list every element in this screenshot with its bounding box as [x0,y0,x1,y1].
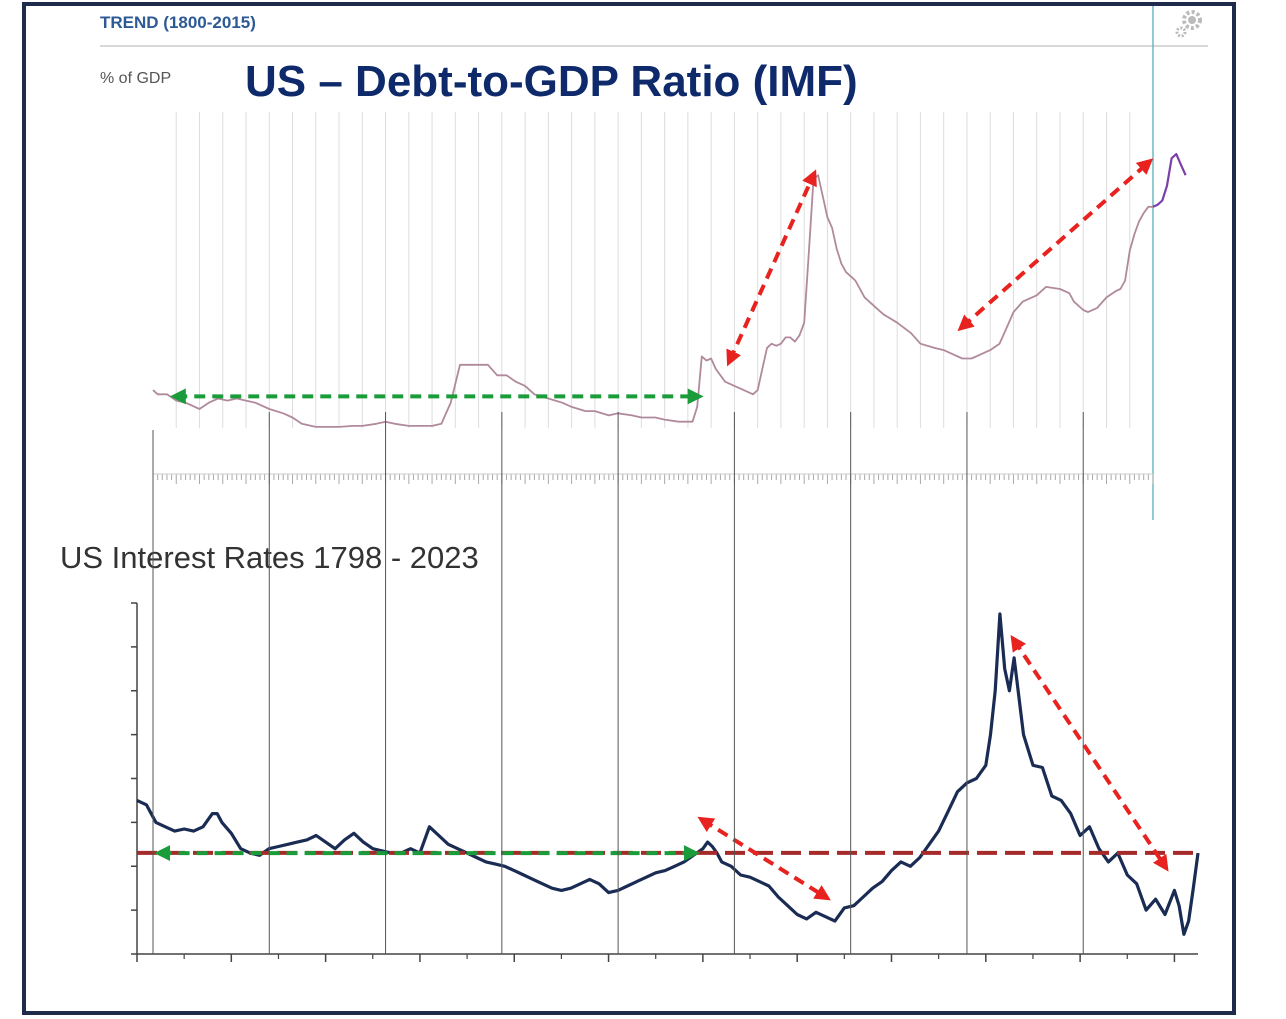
y-axis-label: % of GDP [100,70,171,87]
red-double-arrow [697,816,831,901]
interest-rate-line [136,612,1200,936]
bottom-series [136,612,1200,936]
red-double-arrow [957,158,1154,332]
bottom-annotations [154,634,1169,901]
debt-projection-line [1152,153,1187,208]
red-double-arrow [726,169,817,367]
top-axis [152,473,1154,484]
trend-label: TREND (1800-2015) [100,13,256,32]
red-double-arrow [1010,634,1169,872]
chart-title: US – Debt-to-GDP Ratio (IMF) [245,57,858,106]
top-annotations [169,158,1154,405]
bottom-axis [131,602,1198,962]
debt-series-line [152,174,1153,428]
gear-icon[interactable] [1175,10,1202,38]
period-connector-lines [152,412,1084,954]
top-series [152,153,1187,428]
